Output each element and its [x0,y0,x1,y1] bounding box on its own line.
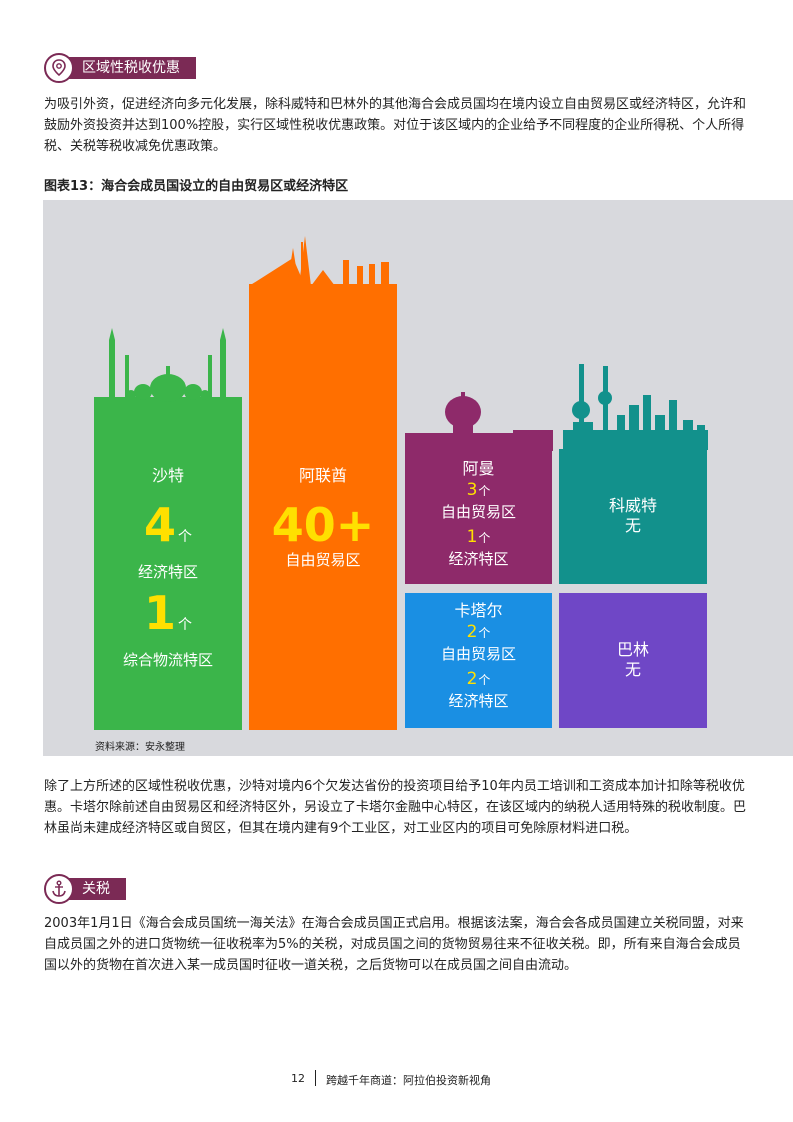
section-header-tariff: 关税 [44,874,126,904]
qatar-name: 卡塔尔 [454,601,503,620]
oman-block [405,449,552,584]
qatar-ez-label: 经济特区 [448,692,509,710]
kuwait-value: 无 [624,516,641,535]
page-number: 12 [291,1072,305,1085]
burj-skyline-icon [249,236,389,286]
figure-source: 资料来源：安永整理 [95,742,185,753]
oman-fort-icon [405,392,553,452]
qatar-fz-label: 自由贸易区 [440,645,516,663]
section-paragraph: 2003年1月1日《海合会成员国统一海关法》在海合会成员国正式启用。根据该法案，… [44,916,744,973]
mosque-skyline-icon [94,328,242,417]
footer-title: 跨越千年商道：阿拉伯投资新视角 [326,1074,491,1087]
qatar-fz-count: 2个 [466,622,491,642]
oman-column: 阿曼 3个 自由贸易区 1个 经济特区 [405,459,552,569]
kuwait-column: 科威特 无 [559,496,707,536]
anchor-icon [44,874,74,904]
saudi-block [94,414,242,730]
qatar-block [405,593,552,728]
uae-label: 自由贸易区 [285,551,361,569]
oman-fz-count: 3个 [466,480,491,500]
oman-fz-label: 自由贸易区 [440,503,516,521]
oman-ez-label: 经济特区 [448,550,509,568]
saudi-ez-label: 经济特区 [137,563,198,581]
bahrain-block [559,593,707,728]
footer-divider [315,1070,316,1086]
kuwait-block [559,449,707,584]
qatar-column: 卡塔尔 2个 自由贸易区 2个 经济特区 [405,601,552,711]
saudi-name: 沙特 [151,466,184,485]
kuwait-name: 科威特 [608,496,657,515]
section-paragraph: 为吸引外资，促进经济向多元化发展，除科威特和巴林外的其他海合会成员国均在境内设立… [44,97,747,154]
saudi-logistics-label: 综合物流特区 [122,651,213,669]
section-header-regional-tax: 区域性税收优惠 [44,53,196,83]
bahrain-name: 巴林 [616,640,649,659]
figure-title: 图表13：海合会成员国设立的自由贸易区或经济特区 [44,179,349,194]
uae-block [249,284,397,730]
body-paragraph: 除了上方所述的区域性税收优惠，沙特对境内6个欠发达省份的投资项目给予10年内员工… [44,779,747,836]
location-pin-icon [44,53,74,83]
oman-name: 阿曼 [462,459,495,478]
kuwait-towers-icon [563,364,708,450]
uae-count: 40+ [271,498,375,552]
section-title: 关税 [62,878,126,900]
uae-column: 阿联酋 40+ 自由贸易区 [249,466,397,570]
section-title: 区域性税收优惠 [62,57,196,79]
qatar-ez-count: 2个 [466,669,491,689]
bahrain-value: 无 [624,660,641,679]
skyline-illustration [94,236,708,730]
uae-name: 阿联酋 [298,466,347,485]
bahrain-column: 巴林 无 [559,640,707,680]
oman-ez-count: 1个 [466,527,491,547]
